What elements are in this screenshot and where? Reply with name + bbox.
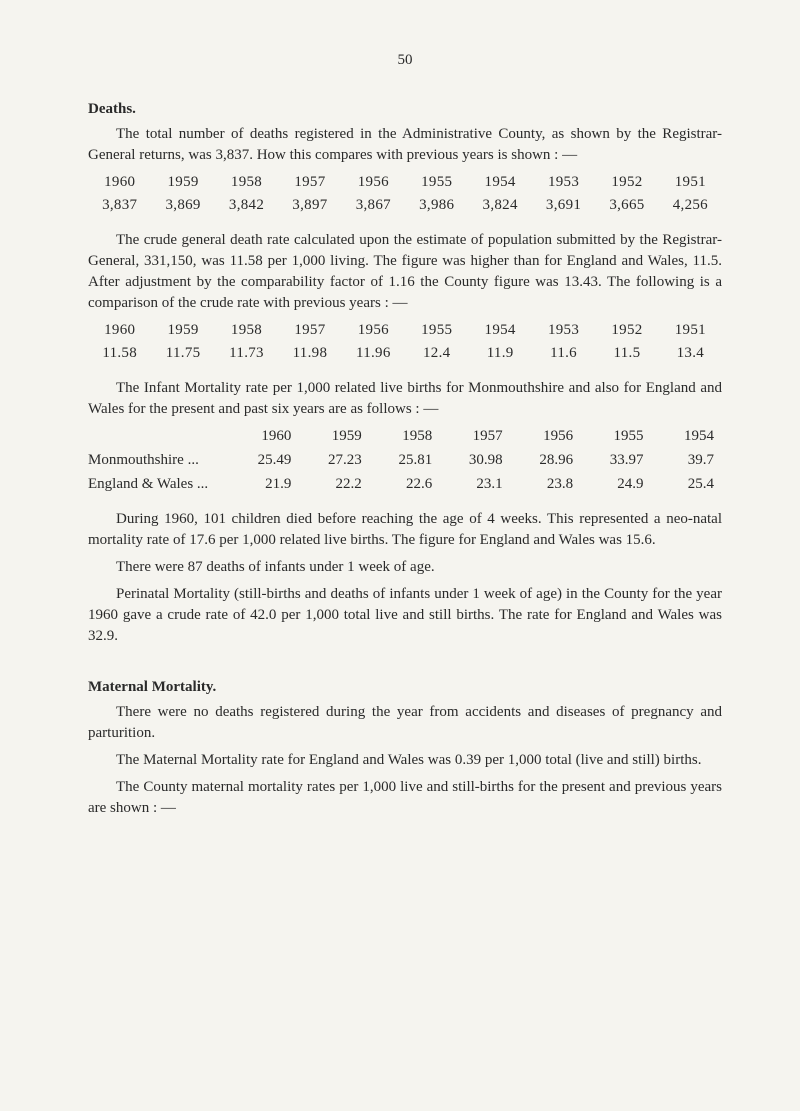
table-cell: 1951 [659,320,722,341]
table-cell: 4,256 [659,195,722,216]
deaths-heading: Deaths. [88,99,722,120]
table-cell [88,426,229,447]
table-cell: 1955 [581,426,651,447]
table-row-label: Monmouthshire ... [88,450,229,471]
table-cell: 1952 [595,172,658,193]
table-cell: 3,691 [532,195,595,216]
table-cell: 23.1 [440,474,510,495]
neonatal-paragraph: During 1960, 101 children died before re… [88,509,722,551]
table-cell: 1958 [215,172,278,193]
table-cell: 3,837 [88,195,151,216]
table-cell: 3,897 [278,195,341,216]
table-cell: 1953 [532,172,595,193]
table-cell: 3,869 [151,195,214,216]
deaths-intro-paragraph: The total number of deaths registered in… [88,124,722,166]
table-cell: 13.4 [659,343,722,364]
table-cell: 1951 [659,172,722,193]
table-cell: 1954 [652,426,722,447]
table-cell: 11.9 [468,343,531,364]
table-cell: 11.98 [278,343,341,364]
crude-rate-paragraph: The crude general death rate calculated … [88,230,722,314]
table-cell: 3,867 [342,195,405,216]
table-cell: 1955 [405,172,468,193]
perinatal-paragraph: Perinatal Mortality (still-births and de… [88,584,722,647]
table-cell: 12.4 [405,343,468,364]
table-cell: 11.73 [215,343,278,364]
table-cell: 1956 [342,172,405,193]
table-cell: 39.7 [652,450,722,471]
document-page: 50 Deaths. The total number of deaths re… [0,0,800,865]
table-cell: 11.96 [342,343,405,364]
table-cell: 22.6 [370,474,440,495]
infant-mortality-table: 1960 1959 1958 1957 1956 1955 1954 Monmo… [88,426,722,495]
table-cell: 1960 [88,320,151,341]
table-cell: 21.9 [229,474,299,495]
table-cell: 1958 [215,320,278,341]
table-cell: 33.97 [581,450,651,471]
table-cell: 1957 [278,320,341,341]
table-cell: 1953 [532,320,595,341]
table-cell: 1955 [405,320,468,341]
table-cell: 27.23 [299,450,369,471]
maternal-para1: There were no deaths registered during t… [88,702,722,744]
table-cell: 25.4 [652,474,722,495]
table-cell: 11.6 [532,343,595,364]
table-row-label: England & Wales ... [88,474,229,495]
table-cell: 25.49 [229,450,299,471]
table-cell: 1959 [299,426,369,447]
table-cell: 3,986 [405,195,468,216]
table-cell: 1952 [595,320,658,341]
table-cell: 11.58 [88,343,151,364]
table-cell: 1958 [370,426,440,447]
maternal-para3: The County maternal mortality rates per … [88,777,722,819]
table-cell: 1954 [468,320,531,341]
maternal-heading: Maternal Mortality. [88,677,722,698]
table-cell: 1960 [88,172,151,193]
table-cell: 1959 [151,320,214,341]
table-cell: 1956 [511,426,581,447]
table-cell: 3,842 [215,195,278,216]
table-cell: 30.98 [440,450,510,471]
maternal-para2: The Maternal Mortality rate for England … [88,750,722,771]
table-cell: 1954 [468,172,531,193]
table-cell: 11.75 [151,343,214,364]
infant-mortality-paragraph: The Infant Mortality rate per 1,000 rela… [88,378,722,420]
infants-under-week-paragraph: There were 87 deaths of infants under 1 … [88,557,722,578]
table-cell: 3,665 [595,195,658,216]
crude-rate-table: 1960 1959 1958 1957 1956 1955 1954 1953 … [88,320,722,364]
table-cell: 23.8 [511,474,581,495]
table-cell: 11.5 [595,343,658,364]
table-cell: 1957 [278,172,341,193]
table-cell: 1956 [342,320,405,341]
table-cell: 1960 [229,426,299,447]
table-cell: 1959 [151,172,214,193]
table-cell: 28.96 [511,450,581,471]
table-cell: 25.81 [370,450,440,471]
table-cell: 22.2 [299,474,369,495]
table-cell: 1957 [440,426,510,447]
deaths-totals-table: 1960 1959 1958 1957 1956 1955 1954 1953 … [88,172,722,216]
table-cell: 3,824 [468,195,531,216]
page-number: 50 [88,50,722,71]
table-cell: 24.9 [581,474,651,495]
